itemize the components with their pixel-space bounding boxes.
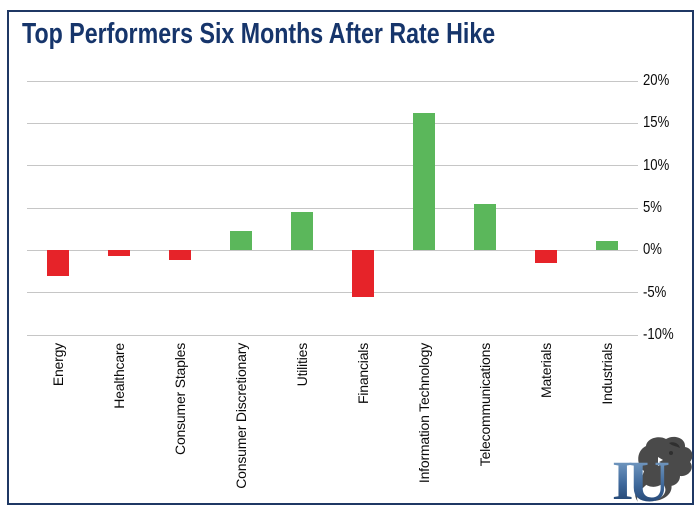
gridline	[27, 165, 638, 167]
gridline	[27, 249, 638, 251]
bar-healthcare	[107, 250, 130, 257]
x-axis-label: Utilities	[293, 343, 310, 387]
lion-head-icon	[635, 436, 693, 502]
x-axis-label: Financials	[355, 343, 372, 405]
gridline	[27, 80, 638, 82]
bar-energy	[46, 250, 69, 276]
y-axis-label: 10%	[643, 156, 670, 174]
bar-consumer-discretionary	[229, 230, 252, 251]
iu-lion-logo: I U	[612, 436, 693, 504]
bar-financials	[352, 250, 375, 297]
gridline	[27, 207, 638, 209]
x-axis-label: Energy	[49, 343, 66, 387]
x-axis-label: Materials	[538, 343, 555, 398]
x-axis-label: Industrials	[599, 343, 616, 405]
y-axis-label: -5%	[643, 283, 667, 301]
bar-information-technology	[413, 113, 436, 251]
bar-materials	[535, 250, 558, 264]
y-axis-label: 0%	[643, 241, 662, 259]
bar-utilities	[290, 212, 313, 251]
gridline	[27, 334, 638, 336]
y-axis-label: 20%	[643, 72, 670, 89]
logo-letter-u: U	[628, 449, 670, 504]
logo-letter-i: I	[612, 450, 633, 504]
bar-telecommunications	[474, 203, 497, 251]
gridline	[27, 122, 638, 124]
bar-industrials	[596, 241, 619, 251]
x-axis-label: Information Technology	[416, 343, 433, 484]
x-axis-label: Telecommunications	[477, 343, 494, 467]
y-axis-label: 15%	[643, 114, 670, 132]
plot-area	[27, 80, 638, 336]
panel-border	[7, 10, 694, 505]
y-axis-label: 5%	[643, 199, 662, 216]
gridline	[27, 292, 638, 294]
x-axis-label: Healthcare	[110, 343, 127, 409]
y-axis-label: -10%	[643, 326, 674, 343]
x-axis-label: Consumer Discretionary	[232, 343, 249, 489]
bar-consumer-staples	[168, 250, 191, 261]
chart-title: Top Performers Six Months After Rate Hik…	[22, 18, 496, 50]
x-axis-label: Consumer Staples	[171, 343, 188, 455]
